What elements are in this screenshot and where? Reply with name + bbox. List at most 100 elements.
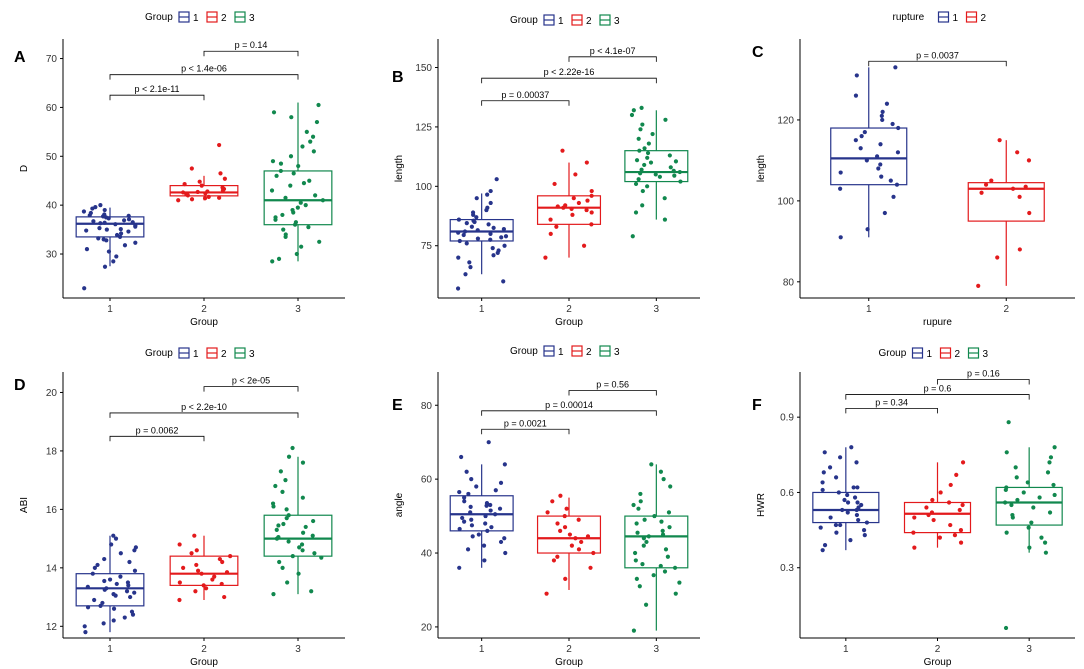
significance-bracket: p = 0.34 [845,397,938,414]
data-point [462,499,467,504]
panel-letter: F [752,397,762,414]
data-point [1027,210,1032,216]
data-point [273,483,278,489]
data-point [122,615,127,620]
data-point [206,194,211,199]
data-point [591,550,596,556]
data-point [90,571,95,576]
data-point [659,519,664,524]
p-value-label: p = 0.14 [235,40,268,50]
data-point [484,503,489,508]
data-point [671,168,676,173]
data-point [468,504,473,509]
data-point [176,198,181,203]
data-point [555,521,560,526]
data-point [551,558,557,563]
y-tick-label: 80 [421,401,433,412]
p-value-label: p = 0.6 [924,384,952,394]
data-point [195,189,200,195]
data-point [584,207,589,213]
box-group-3 [624,462,689,633]
data-point [276,256,282,262]
data-point [102,578,107,584]
data-point [560,148,565,153]
data-point [283,195,288,200]
data-point [1021,490,1026,495]
data-point [820,548,825,553]
data-point [638,171,643,176]
legend: Group 1 2 3 [145,11,255,24]
data-point [101,621,106,626]
significance-bracket: p = 0.0021 [481,418,570,435]
data-point [457,526,462,532]
data-point [662,196,667,201]
data-point [649,462,654,467]
data-point [589,210,594,215]
y-tick-label: 70 [46,54,58,65]
data-point [576,517,581,522]
data-point [281,227,286,232]
significance-bracket: p < 2.22e-16 [481,67,657,84]
bracket-line [203,50,299,57]
p-value-label: p = 0.34 [875,397,908,407]
legend-label-3: 3 [614,16,620,27]
significance-bracket: p < 2.1e-11 [109,84,205,101]
data-point [457,238,462,244]
data-point [637,148,642,153]
data-point [573,536,578,541]
data-point [937,535,942,540]
data-point [652,513,657,519]
data-point [277,559,282,565]
data-point [882,210,887,216]
y-axis-title: D [19,165,30,172]
data-point [842,497,847,503]
data-point [828,515,833,520]
data-point [855,500,860,505]
data-point [493,488,498,493]
x-axis-title: Group [555,317,583,328]
data-point [481,543,487,548]
data-point [1037,495,1042,500]
data-point [678,179,683,184]
p-value-label: p < 2.1e-11 [134,84,179,94]
data-point [567,532,573,537]
data-point [475,236,481,241]
x-tick-label: 2 [201,304,207,315]
data-point [562,525,568,530]
data-point [632,550,638,556]
data-point [1026,158,1032,163]
p-value-label: p = 0.0037 [916,50,959,60]
data-point [488,231,493,236]
data-point [636,506,641,511]
data-point [862,129,867,135]
legend: Group 1 2 3 [879,347,989,360]
data-point [220,559,225,565]
data-point [667,153,672,158]
data-point [127,559,132,565]
data-point [503,234,509,239]
y-tick-label: 150 [415,63,432,74]
data-point [858,146,863,151]
data-point [102,207,107,213]
legend: rupture 1 2 [893,11,987,24]
data-point [558,528,563,533]
data-point [491,225,496,231]
data-point [673,159,679,164]
data-point [118,231,124,236]
data-point [502,536,507,541]
data-point [641,536,646,541]
data-point [1004,485,1009,490]
data-point [314,119,320,125]
box-iqr [263,170,333,226]
data-point [663,117,668,122]
legend-label-1: 1 [558,347,564,358]
data-point [126,213,131,219]
data-point [856,517,861,523]
legend-label-3: 3 [249,349,255,360]
p-value-label: p = 0.0021 [504,418,547,428]
data-point [665,554,670,559]
data-point [668,165,673,170]
y-axis-title: length [756,155,767,182]
data-point [486,222,491,227]
